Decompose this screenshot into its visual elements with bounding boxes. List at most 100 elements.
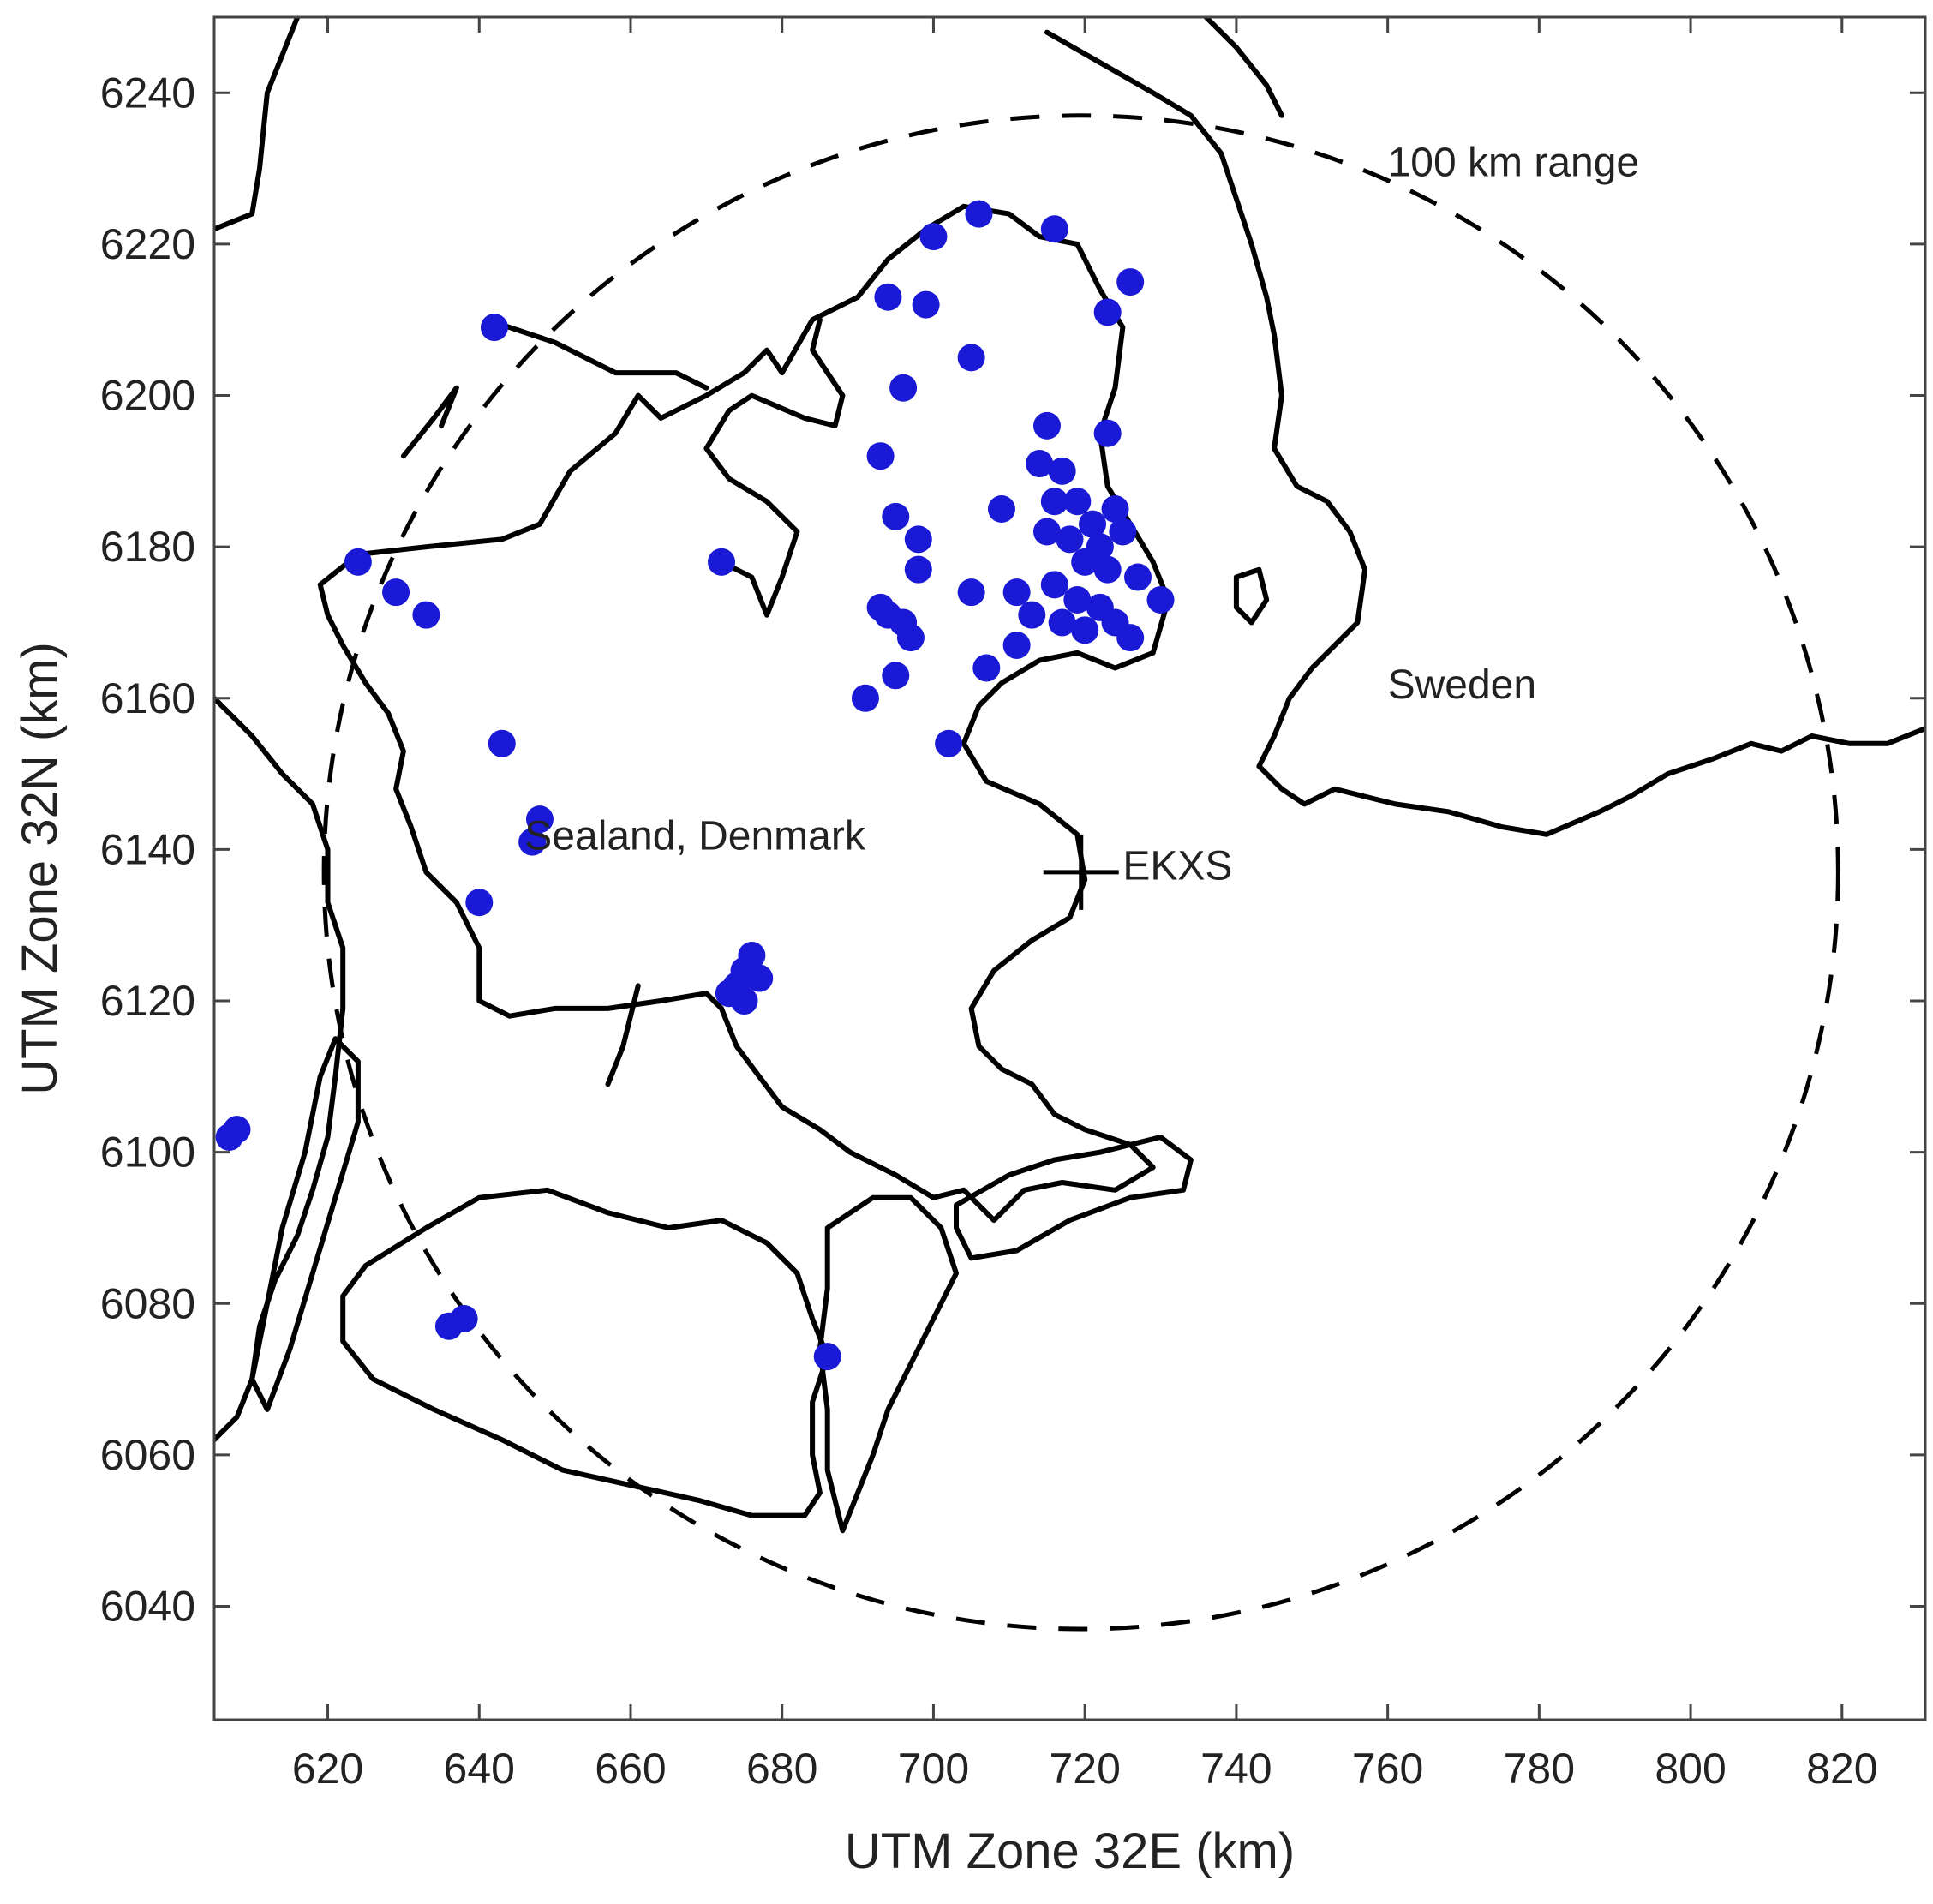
range-ring-layer [321,113,1840,1632]
station-point [1063,488,1092,516]
coast-sweden [1044,29,1925,837]
station-point [412,601,440,629]
y-tick-label: 6220 [100,220,195,268]
radar-marker-layer [1043,834,1119,910]
station-point [480,314,508,342]
station-point [912,290,940,319]
station-point [434,1312,463,1340]
map-annotation: Sweden [1388,662,1536,708]
coast-ven [1233,566,1270,626]
station-point [882,502,910,530]
station-point [882,662,910,690]
coastline-layer [214,17,1925,1534]
y-tick-label: 6200 [100,372,195,420]
coast-sealand-north [484,317,709,391]
y-axis-title: UTM Zone 32N (km) [12,642,68,1095]
station-point [382,578,410,607]
station-point [1093,555,1122,584]
coast-sealand-main [317,203,1171,1224]
station-point [715,979,743,1008]
y-tick-label: 6120 [100,977,195,1025]
station-point [866,593,895,621]
station-point [896,624,925,652]
y-tick-label: 6180 [100,523,195,571]
station-point [874,283,902,311]
station-point [1146,585,1175,614]
coast-falster [817,1194,959,1534]
x-tick-label: 740 [1200,1745,1272,1793]
station-point [1071,548,1099,576]
coast-sweden-northeast [1203,17,1284,118]
station-point [1124,563,1152,591]
station-point [1116,268,1145,296]
station-point [957,578,985,607]
station-point [344,548,372,576]
station-point [1002,578,1031,607]
annotation-layer: Sealand, Denmark Sweden 100 km range EKXS [524,140,1639,889]
station-point [1040,215,1068,243]
station-point [1056,525,1084,554]
station-point [866,442,895,470]
coast-lolland [340,1187,830,1518]
station-point [525,805,554,834]
map-annotation: EKXS [1122,844,1232,889]
x-tick-label: 700 [898,1745,969,1793]
station-point [1018,601,1046,629]
station-point [1026,450,1054,478]
coast-isefjord [703,317,846,618]
station-points-layer [215,200,1175,1371]
station-point [1116,624,1145,652]
station-point [1002,631,1031,659]
station-point [1093,419,1122,447]
station-point [708,548,736,576]
station-point [919,223,948,251]
station-point [904,555,932,584]
x-tick-label: 820 [1806,1745,1877,1793]
station-point [1093,298,1122,326]
station-point [1109,518,1137,546]
axis-layer: 620 640 660 680 700 720 740 760 780 800 820 6040 606… [12,17,1925,1879]
y-tick-label: 6100 [100,1129,195,1177]
station-point [1040,571,1068,599]
station-point [1040,488,1068,516]
station-point [518,828,547,856]
station-point [1032,411,1061,440]
plot-frame [212,15,1927,1721]
station-point [1071,616,1099,644]
range-ring [321,113,1840,1632]
station-point [972,654,1001,682]
x-tick-label: 620 [292,1745,363,1793]
coast-sejero [400,385,459,459]
station-point [889,374,918,402]
y-tick-label: 6160 [100,674,195,722]
x-tick-label: 780 [1504,1745,1575,1793]
x-tick-label: 680 [746,1745,817,1793]
station-point [965,200,993,228]
station-point [935,729,963,757]
station-point [1032,518,1061,546]
map-annotation: 100 km range [1388,140,1640,185]
coast-langeland [249,1036,361,1412]
station-point [223,1116,251,1144]
coast-jutland-north [214,17,301,232]
station-point [1048,457,1076,485]
x-tick-label: 760 [1352,1745,1423,1793]
y-tick-label: 6240 [100,69,195,117]
station-point [904,525,932,554]
map-annotation: Sealand, Denmark [524,813,866,859]
station-point [745,964,774,992]
x-axis-title: UTM Zone 32E (km) [845,1823,1295,1879]
station-point [465,889,494,917]
x-tick-label: 720 [1049,1745,1120,1793]
station-point [987,495,1015,524]
y-tick-label: 6140 [100,825,195,873]
radar-marker [1043,834,1119,910]
y-tick-label: 6060 [100,1431,195,1479]
coast-omo [605,983,641,1087]
x-tick-label: 660 [595,1745,666,1793]
station-point [1063,585,1092,614]
station-point [813,1343,841,1371]
station-point [851,684,879,712]
